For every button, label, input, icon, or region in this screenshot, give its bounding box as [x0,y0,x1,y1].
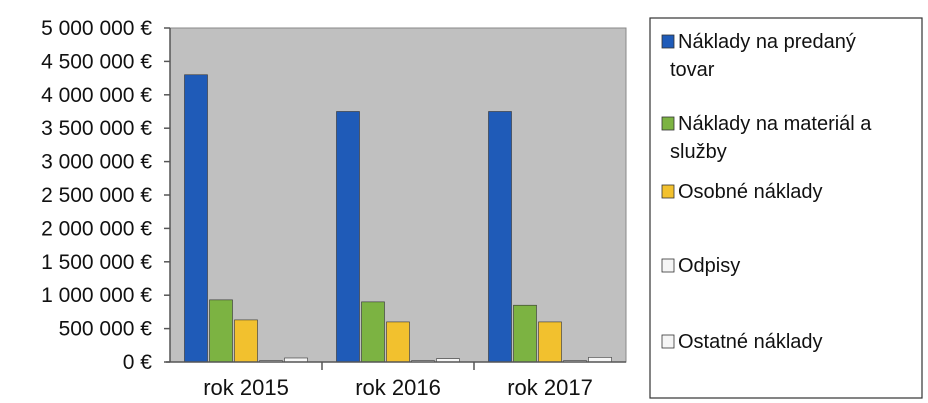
legend: Náklady na predaný tovar Náklady na materi… [661,31,872,353]
bars-group [184,74,612,363]
y-axis-ticks: 0 € 500 000 € 1 000 000 € 1 500 000 € 2 000 … [41,17,170,374]
bar-series-3 [386,321,410,363]
bar-series-1 [184,74,208,363]
legend-label: Osobné náklady [678,181,823,203]
bar-series-2 [513,304,537,363]
y-tick-label: 2 000 000 € [41,217,152,240]
x-category-label: rok 2017 [507,375,593,400]
bar-series-2 [361,301,385,363]
legend-label: Ostatné náklady [678,331,823,353]
legend-label: Náklady na materiál a služby [670,113,872,163]
y-tick-label: 5 000 000 € [41,17,152,40]
y-tick-label: 1 000 000 € [41,284,152,307]
plot-area [169,27,627,363]
bar-series-3 [538,321,562,363]
x-category-label: rok 2016 [355,375,441,400]
legend-label: Náklady na predaný tovar [670,31,856,81]
legend-swatch [661,334,675,349]
y-tick-label: 1 500 000 € [41,251,152,274]
y-tick-label: 0 € [123,351,153,374]
x-category-label: rok 2015 [203,375,289,400]
legend-swatch [661,258,675,273]
bar-series-1 [336,111,360,363]
y-tick-label: 2 500 000 € [41,184,152,207]
bar-series-3 [234,319,258,363]
legend-swatch [661,34,675,49]
x-axis-categories: rok 2015 rok 2016 rok 2017 [203,362,593,400]
legend-swatch [661,184,675,199]
bar-series-2 [209,299,233,363]
y-tick-label: 3 500 000 € [41,117,152,140]
y-tick-label: 3 000 000 € [41,151,152,174]
bar-series-1 [488,111,512,363]
y-tick-label: 4 500 000 € [41,50,152,73]
legend-swatch [661,116,675,131]
legend-label: Odpisy [678,255,740,277]
y-tick-label: 4 000 000 € [41,84,152,107]
legend-box [649,17,923,399]
y-tick-label: 500 000 € [59,318,153,341]
